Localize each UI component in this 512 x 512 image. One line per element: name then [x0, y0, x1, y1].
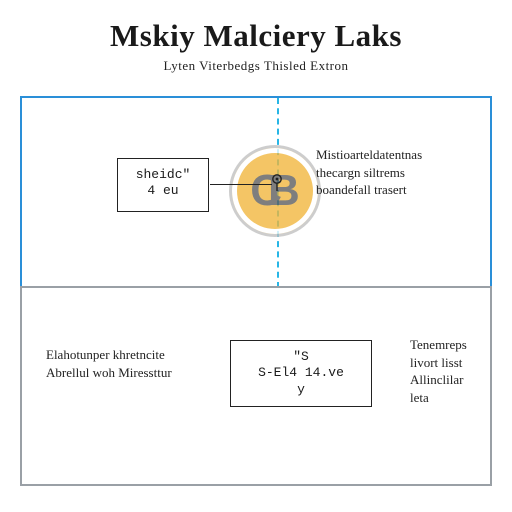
- top-formula-line1: sheidc": [128, 167, 198, 183]
- page-title: Mskiy Malciery Laks: [20, 18, 492, 54]
- text-line: Allinclilar: [410, 371, 467, 389]
- top-formula-line2: 4 eu: [128, 183, 198, 199]
- text-line: Elahotunper khretncite: [46, 346, 172, 364]
- bottom-formula-box: "S S-El4 14.ve y: [230, 340, 372, 407]
- text-line: Tenemreps: [410, 336, 467, 354]
- bottom-right-text: Tenemreps livort lisst Allinclilar leta: [410, 336, 467, 406]
- text-line: Mistioarteldatentnas: [316, 146, 422, 164]
- panel-top: C B sheidc" 4 eu Mistioarteldatentnas th…: [20, 96, 492, 286]
- bottom-formula-line3: y: [241, 382, 361, 398]
- text-line: Abrellul woh Miressttur: [46, 364, 172, 382]
- pin-icon: [270, 176, 284, 190]
- bottom-formula-line2: S-El4 14.ve: [241, 365, 361, 381]
- text-line: boandefall trasert: [316, 181, 422, 199]
- text-line: livort lisst: [410, 354, 467, 372]
- top-formula-box: sheidc" 4 eu: [117, 158, 209, 212]
- connector-line: [210, 184, 272, 185]
- text-line: thecargn siltrems: [316, 164, 422, 182]
- page-subtitle: Lyten Viterbedgs Thisled Extron: [20, 58, 492, 74]
- vertical-dashed-divider: [277, 98, 279, 288]
- text-line: leta: [410, 389, 467, 407]
- panel-bottom: Elahotunper khretncite Abrellul woh Mire…: [20, 286, 492, 486]
- bottom-left-text: Elahotunper khretncite Abrellul woh Mire…: [46, 346, 172, 381]
- page: Mskiy Malciery Laks Lyten Viterbedgs Thi…: [0, 0, 512, 512]
- bottom-formula-line1: "S: [241, 349, 361, 365]
- top-right-text: Mistioarteldatentnas thecargn siltrems b…: [316, 146, 422, 199]
